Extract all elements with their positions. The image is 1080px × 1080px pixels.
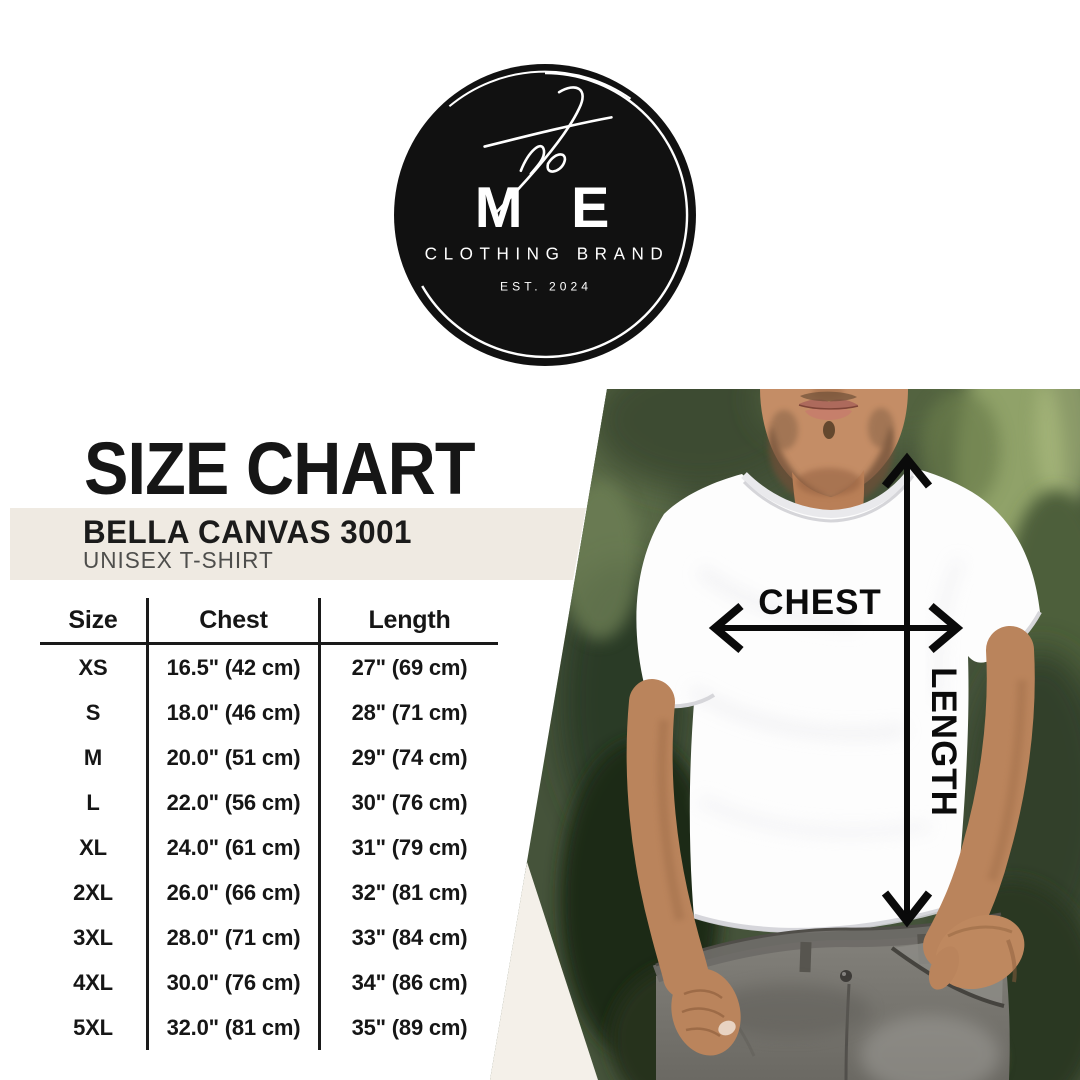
- table-header-row: Size Chest Length: [40, 598, 498, 645]
- logo-ring-accent-arc: [448, 70, 632, 108]
- product-bar: BELLA CANVAS 3001 UNISEX T-SHIRT: [10, 508, 586, 580]
- table-row: M 20.0" (51 cm) 29" (74 cm): [40, 735, 498, 780]
- length-value: 27" (69 cm): [318, 645, 498, 690]
- model-photo: CHEST LENGTH: [490, 389, 1080, 1080]
- page-title: SIZE CHART: [84, 427, 475, 510]
- logo-brand-name: CLOTHING BRAND: [425, 244, 670, 263]
- model-left-arm: [626, 679, 741, 1056]
- col-header-size: Size: [40, 598, 146, 645]
- logo-circle: [394, 64, 696, 366]
- length-value: 34" (86 cm): [318, 960, 498, 1005]
- chest-value: 22.0" (56 cm): [146, 780, 318, 825]
- chest-value: 28.0" (71 cm): [146, 915, 318, 960]
- tshirt-collar: [741, 466, 917, 519]
- table-row: XL 24.0" (61 cm) 31" (79 cm): [40, 825, 498, 870]
- logo-initial-e: E: [571, 176, 609, 240]
- brand-logo: M E CLOTHING BRAND EST. 2024: [394, 64, 696, 366]
- length-label: LENGTH: [924, 667, 963, 817]
- logo-initial-m: M: [475, 176, 523, 240]
- product-name: BELLA CANVAS 3001: [83, 513, 412, 550]
- size-value: S: [85, 699, 101, 725]
- length-value: 31" (79 cm): [318, 825, 498, 870]
- model-jeans: [652, 912, 1010, 1080]
- length-value: 32" (81 cm): [318, 870, 498, 915]
- size-value: 5XL: [73, 1014, 113, 1040]
- model-man: [626, 389, 1042, 1080]
- length-value: 33" (84 cm): [318, 915, 498, 960]
- table-row: 4XL 30.0" (76 cm) 34" (86 cm): [40, 960, 498, 1005]
- product-subtitle: UNISEX T-SHIRT: [83, 546, 274, 573]
- table-row: XS 16.5" (42 cm) 27" (69 cm): [40, 645, 498, 690]
- table-row: S 18.0" (46 cm) 28" (71 cm): [40, 690, 498, 735]
- size-value: 3XL: [73, 924, 113, 950]
- measurement-arrows: [708, 452, 964, 928]
- logo-ring-arc: [421, 71, 689, 359]
- table-row: L 22.0" (56 cm) 30" (76 cm): [40, 780, 498, 825]
- logo-established: EST. 2024: [500, 279, 592, 293]
- logo-script-the: [483, 86, 613, 215]
- size-table: Size Chest Length XS 16.5" (42 cm) 27" (…: [40, 598, 498, 1050]
- length-value: 28" (71 cm): [318, 690, 498, 735]
- size-value: L: [86, 789, 100, 815]
- col-header-length: Length: [318, 598, 498, 645]
- size-value: XL: [79, 834, 107, 860]
- chest-value: 32.0" (81 cm): [146, 1005, 318, 1050]
- table-row: 5XL 32.0" (81 cm) 35" (89 cm): [40, 1005, 498, 1050]
- chest-value: 30.0" (76 cm): [146, 960, 318, 1005]
- length-value: 29" (74 cm): [318, 735, 498, 780]
- size-value: 4XL: [73, 969, 113, 995]
- col-header-chest: Chest: [146, 598, 318, 645]
- size-value: XS: [78, 654, 108, 680]
- chest-value: 16.5" (42 cm): [146, 645, 318, 690]
- corner-wedge: [490, 862, 598, 1080]
- chest-value: 18.0" (46 cm): [146, 690, 318, 735]
- chest-value: 20.0" (51 cm): [146, 735, 318, 780]
- model-right-arm: [923, 626, 1035, 990]
- size-value: M: [83, 744, 103, 770]
- chest-label: CHEST: [758, 583, 882, 622]
- chest-value: 26.0" (66 cm): [146, 870, 318, 915]
- table-row: 3XL 28.0" (71 cm) 33" (84 cm): [40, 915, 498, 960]
- length-value: 35" (89 cm): [318, 1005, 498, 1050]
- size-value: 2XL: [73, 879, 113, 905]
- table-row: 2XL 26.0" (66 cm) 32" (81 cm): [40, 870, 498, 915]
- chest-value: 24.0" (61 cm): [146, 825, 318, 870]
- length-value: 30" (76 cm): [318, 780, 498, 825]
